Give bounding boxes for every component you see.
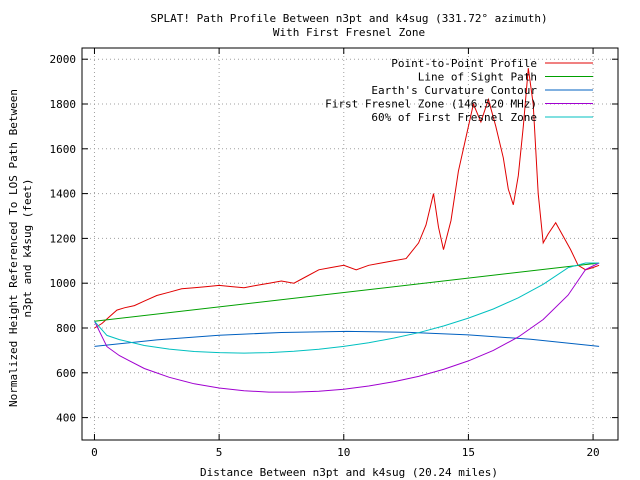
series-layer [94,68,600,393]
legend-label-line-of-sight-path: Line of Sight Path [418,71,537,84]
plot-frame [81,47,619,441]
y-tick-label: 1400 [50,188,77,201]
y-tick-label: 1000 [50,277,77,290]
y-axis-label-line2: n3pt and k4sug (feet) [21,178,34,317]
series-line-line-of-sight-path [94,262,600,322]
x-tick-label: 20 [586,446,599,459]
x-axis-label: Distance Between n3pt and k4sug (20.24 m… [200,466,498,479]
y-tick-label: 1600 [50,143,77,156]
series-line-earth-s-curvature-contour [94,330,600,347]
y-axis-label-line1: Normalized Height Referenced To LOS Path… [7,89,20,407]
series-line-point-to-point-profile [94,68,600,329]
x-tick-label: 15 [462,446,475,459]
series-line-60-of-first-fresnel-zone [94,262,600,354]
legend-label-point-to-point-profile: Point-to-Point Profile [391,57,537,70]
y-tick-label: 1800 [50,98,77,111]
y-tick-label: 600 [56,367,76,380]
chart-title-line2: With First Fresnel Zone [273,26,425,39]
y-tick-label: 800 [56,322,76,335]
y-tick-label: 1200 [50,232,77,245]
x-tick-label: 10 [337,446,350,459]
y-tick-label: 400 [56,412,76,425]
series-line-first-fresnel-zone-146-520-mhz [94,262,600,393]
legend-label-earth-s-curvature-contour: Earth's Curvature Contour [371,84,537,97]
chart-title-line1: SPLAT! Path Profile Between n3pt and k4s… [150,12,547,25]
x-tick-label: 0 [91,446,98,459]
x-tick-label: 5 [216,446,223,459]
y-tick-label: 2000 [50,53,77,66]
ticks-layer: 0 5 10 15 20 400 600 800 1000 1200 1400 1600 1800 200… [50,48,618,459]
grid-layer [82,48,618,440]
legend-label-60-of-first-fresnel-zone: 60% of First Fresnel Zone [371,111,537,124]
legend-label-first-fresnel-zone-146-520-mhz: First Fresnel Zone (146.520 MHz) [325,98,537,111]
